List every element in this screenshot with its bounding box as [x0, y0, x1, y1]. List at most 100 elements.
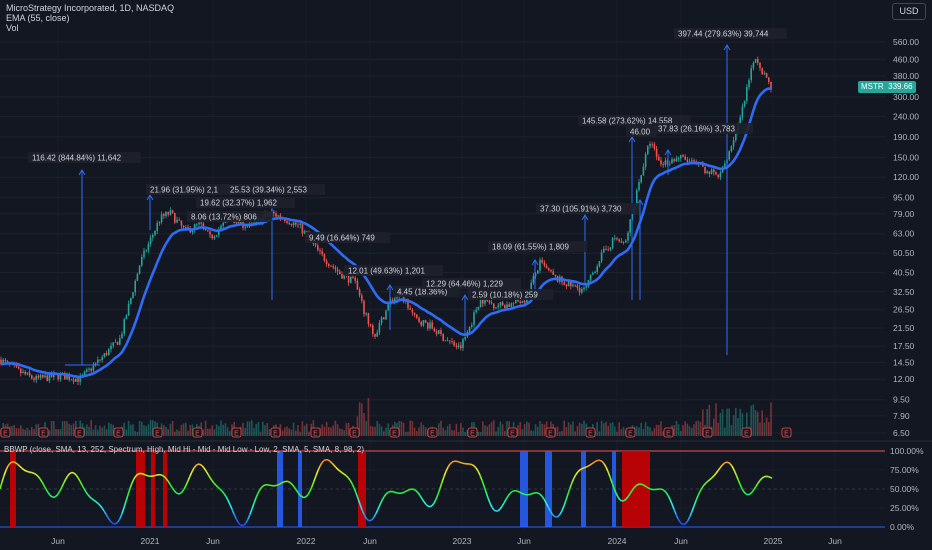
earnings-marker[interactable]: E [0, 427, 11, 438]
measure-label-bg [626, 126, 657, 137]
measure-label[interactable]: 2.59 (10.18%) 259 [472, 290, 538, 299]
earnings-marker[interactable]: E [625, 427, 636, 438]
earnings-marker[interactable]: E [113, 427, 124, 438]
oscillator-legend[interactable]: BBWP (close, SMA, 13, 252, Spectrum, Hig… [4, 445, 364, 454]
measure-label[interactable]: 37.30 (105.91%) 3,730 [540, 204, 622, 213]
measure-label[interactable]: 37.83 (26.16%) 3,783 [658, 124, 735, 133]
osc-line-segment [87, 494, 91, 498]
chart-legend[interactable]: MicroStrategy Incorporated, 1D, NASDAQ E… [6, 3, 174, 33]
time-tick-label[interactable]: Jun [674, 536, 688, 546]
earnings-marker[interactable]: E [427, 427, 438, 438]
price-tick-label[interactable]: 95.00 [893, 193, 915, 203]
volume-bar [90, 420, 92, 436]
measure-label[interactable]: 9.49 (16.64%) 749 [309, 233, 375, 242]
earnings-marker[interactable]: E [507, 427, 518, 438]
measure-label[interactable]: 4.45 (18.36%) [397, 287, 448, 296]
ema-legend[interactable]: EMA (55, close) [6, 13, 70, 23]
price-tick-label[interactable]: 50.50 [893, 248, 915, 258]
earnings-marker[interactable]: E [192, 427, 203, 438]
osc-line-segment [479, 474, 483, 481]
measure-label[interactable]: 116.42 (844.84%) 11,642 [32, 153, 122, 162]
osc-tick-label[interactable]: 0.00% [890, 522, 915, 532]
earnings-marker[interactable]: E [389, 427, 400, 438]
measure-label[interactable]: 18.09 (61.55%) 1,809 [492, 242, 569, 251]
price-tick-label[interactable]: 40.50 [893, 267, 915, 277]
earnings-marker[interactable]: E [467, 427, 478, 438]
time-tick-label[interactable]: Jun [51, 536, 65, 546]
earnings-marker[interactable]: E [663, 427, 674, 438]
price-tick-label[interactable]: 120.00 [893, 172, 919, 182]
price-tick-label[interactable]: 21.50 [893, 323, 915, 333]
oscillator-axis[interactable]: 100.00% 75.00% 50.00% 25.00% 0.00% [890, 446, 924, 532]
price-axis[interactable]: 560.00 460.00 380.00 300.00 240.00 190.00 150.… [893, 37, 919, 438]
measure-label[interactable]: 19.62 (32.37%) 1,962 [200, 198, 277, 207]
earnings-marker[interactable]: E [38, 427, 49, 438]
price-tick-label[interactable]: 300.00 [893, 92, 919, 102]
price-tick-label[interactable]: 9.50 [893, 395, 910, 405]
time-tick-label[interactable]: Jun [517, 536, 531, 546]
osc-line-segment [23, 469, 27, 472]
time-axis[interactable]: Jun 2021 Jun 2022 Jun 2023 Jun 2024 Jun 2025 Jun [51, 536, 842, 546]
time-tick-label[interactable]: Jun [363, 536, 377, 546]
price-tick-label[interactable]: 26.50 [893, 305, 915, 315]
price-tick-label[interactable]: 6.50 [893, 428, 910, 438]
time-tick-label[interactable]: Jun [206, 536, 220, 546]
earnings-marker[interactable]: E [270, 427, 281, 438]
osc-tick-label[interactable]: 25.00% [890, 503, 919, 513]
measurement-annotations[interactable]: 116.42 (844.84%) 11,642 21.96 (31.95%) 2,… [28, 28, 787, 366]
earnings-marker[interactable]: E [741, 427, 752, 438]
currency-button[interactable]: USD [892, 3, 926, 20]
volume-legend[interactable]: Vol [6, 23, 19, 33]
time-tick-label[interactable]: 2021 [141, 536, 160, 546]
osc-tick-label[interactable]: 100.00% [890, 446, 924, 456]
earnings-marker[interactable]: E [310, 427, 321, 438]
price-tick-label[interactable]: 32.50 [893, 287, 915, 297]
osc-line-segment [745, 493, 749, 496]
earnings-marker[interactable]: E [74, 427, 85, 438]
price-tick-label[interactable]: 380.00 [893, 71, 919, 81]
time-tick-label[interactable]: 2024 [608, 536, 627, 546]
earnings-marker[interactable]: E [152, 427, 163, 438]
osc-tick-label[interactable]: 50.00% [890, 484, 919, 494]
time-tick-label[interactable]: 2025 [764, 536, 783, 546]
earnings-marker[interactable]: E [349, 427, 360, 438]
price-tick-label[interactable]: 79.00 [893, 209, 915, 219]
price-tick-label[interactable]: 14.50 [893, 358, 915, 368]
symbol-title[interactable]: MicroStrategy Incorporated, 1D, NASDAQ [6, 3, 175, 13]
earnings-marker[interactable]: E [545, 427, 556, 438]
volume-bar [125, 429, 128, 436]
measure-label[interactable]: 397.44 (279.63%) 39,744 [678, 29, 769, 38]
time-tick-label[interactable]: 2022 [297, 536, 316, 546]
price-tick-label[interactable]: 7.90 [893, 411, 910, 421]
time-tick-label[interactable]: Jun [828, 536, 842, 546]
price-tick-label[interactable]: 17.50 [893, 341, 915, 351]
measure-label[interactable]: 12.29 (64.46%) 1,229 [426, 279, 503, 288]
measure-label[interactable]: 25.53 (39.34%) 2,553 [230, 185, 307, 194]
price-tick-label[interactable]: 240.00 [893, 111, 919, 121]
volume-bar [136, 431, 139, 436]
measure-label[interactable]: 46.00 [630, 127, 651, 136]
measure-label[interactable]: 8.06 (13.72%) 806 [191, 212, 257, 221]
osc-line-segment [143, 473, 147, 476]
volume-bar [567, 422, 570, 436]
earnings-marker[interactable]: E [585, 427, 596, 438]
measure-label[interactable]: 145.58 (273.62%) 14,558 [582, 116, 673, 125]
volume-bar [180, 424, 183, 436]
measure-label[interactable]: 12.01 (49.63%) 1,201 [348, 266, 425, 275]
price-tick-label[interactable]: 12.00 [893, 374, 915, 384]
earnings-marker[interactable]: E [781, 427, 792, 438]
price-tick-label[interactable]: 460.00 [893, 54, 919, 64]
price-tick-label[interactable]: 560.00 [893, 37, 919, 47]
price-tick-label[interactable]: 190.00 [893, 132, 919, 142]
candle-body [143, 250, 145, 258]
price-tick-label[interactable]: 63.00 [893, 229, 915, 239]
osc-tick-label[interactable]: 75.00% [890, 465, 919, 475]
earnings-marker[interactable]: E [231, 427, 242, 438]
measure-label[interactable]: 21.96 (31.95%) 2,1 [150, 185, 219, 194]
time-tick-label[interactable]: 2023 [453, 536, 472, 546]
price-tick-label[interactable]: 150.00 [893, 153, 919, 163]
earnings-marker[interactable]: E [702, 427, 713, 438]
volume-bar [132, 424, 134, 436]
